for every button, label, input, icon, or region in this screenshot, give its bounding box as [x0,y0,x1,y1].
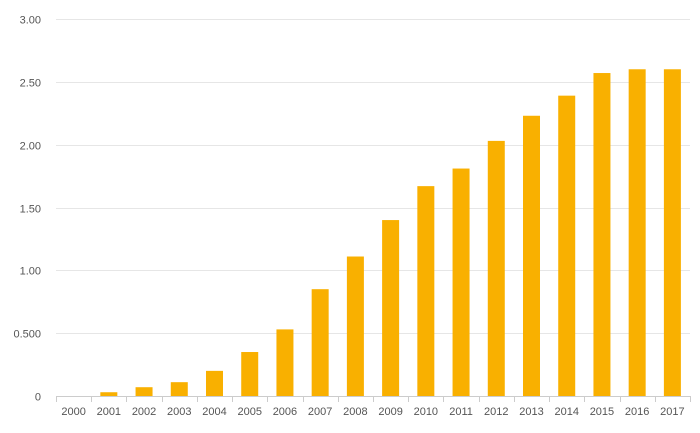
x-tick-label: 2000 [61,406,85,418]
bar [346,256,364,396]
bar [206,370,223,396]
x-tick-label: 2015 [590,406,614,418]
y-tick-label: 1.00 [20,266,41,278]
x-tick-label: 2012 [484,406,508,418]
gridlines [56,19,690,334]
bars [100,69,681,397]
bar [452,168,470,396]
y-tick-label: 2.50 [20,78,41,90]
x-tick-label: 2004 [202,406,226,418]
y-tick-label: 0.500 [13,329,41,341]
x-axis-labels: 2000 2001 2002 2003 2004 2005 2006 2007 2008 2009… [61,406,684,418]
x-tick-label: 2002 [132,406,156,418]
x-tick-label: 2017 [660,406,684,418]
bar [628,69,646,397]
bar [558,95,576,396]
x-tick-label: 2005 [237,406,261,418]
bar [663,69,681,397]
y-tick-label: 1.50 [20,204,41,216]
y-tick-label: 3.00 [20,15,41,27]
bar [241,352,259,396]
x-tick-label: 2009 [378,406,402,418]
bar [487,140,505,396]
y-axis-labels: 0 0.500 1.00 1.50 2.00 2.50 3.00 [13,15,41,404]
x-tick-label: 2001 [97,406,121,418]
bar [382,220,400,396]
y-tick-label: 0 [35,392,41,404]
bar [593,73,611,396]
bar [135,387,153,396]
x-tick-label: 2010 [414,406,438,418]
bar [100,392,118,396]
x-axis [56,396,691,402]
x-tick-label: 2007 [308,406,332,418]
bar [276,329,294,396]
bar [417,186,435,396]
x-tick-label: 2013 [519,406,543,418]
x-tick-label: 2014 [554,406,578,418]
x-tick-label: 2011 [449,406,473,418]
y-tick-label: 2.00 [20,141,41,153]
x-tick-label: 2003 [167,406,191,418]
x-tick-label: 2016 [625,406,649,418]
bar [523,115,540,396]
bar [170,382,188,396]
x-tick-label: 2006 [273,406,297,418]
x-tick-label: 2008 [343,406,367,418]
bar [311,289,329,396]
